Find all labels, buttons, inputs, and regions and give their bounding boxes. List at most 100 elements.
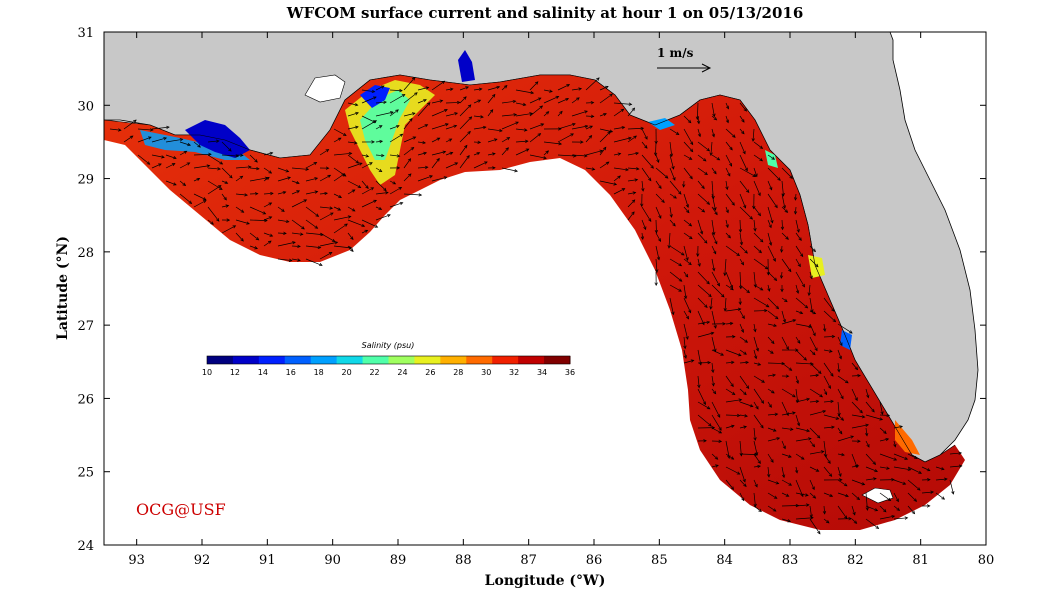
current-arrow: [207, 206, 220, 222]
current-arrow: [473, 152, 481, 156]
current-arrow: [375, 139, 384, 144]
plot-area: [104, 32, 986, 545]
current-arrow: [613, 188, 626, 195]
current-arrow: [585, 77, 600, 91]
current-arrow: [823, 453, 831, 464]
current-arrow: [753, 375, 765, 383]
current-arrow: [417, 140, 426, 145]
current-arrow: [851, 464, 860, 468]
current-arrow: [711, 414, 722, 431]
current-arrow: [165, 154, 177, 160]
current-arrow: [711, 271, 720, 287]
current-arrow: [501, 137, 511, 143]
current-arrow: [851, 439, 861, 443]
current-arrow: [305, 162, 318, 169]
current-arrow: [725, 413, 741, 418]
current-arrow: [725, 141, 733, 151]
current-arrow: [753, 232, 764, 243]
current-arrow: [641, 206, 652, 222]
current-arrow: [711, 219, 716, 236]
current-arrow: [431, 123, 449, 130]
current-arrow: [417, 102, 431, 117]
current-arrow: [291, 219, 305, 230]
current-arrow: [291, 244, 301, 248]
current-arrow: [179, 141, 191, 147]
current-arrow: [767, 466, 771, 478]
current-arrow: [739, 258, 744, 266]
current-arrow: [305, 190, 319, 195]
current-arrow: [767, 206, 774, 224]
current-arrow: [739, 102, 747, 112]
current-arrow: [767, 284, 771, 292]
current-arrow: [837, 362, 841, 373]
current-arrow: [277, 219, 290, 224]
current-arrow: [473, 99, 482, 104]
current-arrow: [487, 93, 496, 104]
current-arrow: [515, 89, 535, 95]
current-arrow: [781, 492, 790, 497]
colorbar-cell: [518, 356, 545, 364]
current-arrow: [669, 154, 675, 170]
current-arrow: [823, 399, 834, 404]
current-arrow: [697, 439, 707, 443]
current-arrow: [781, 466, 786, 479]
current-arrow: [739, 323, 745, 333]
current-arrow: [711, 284, 725, 298]
current-arrow: [431, 157, 440, 169]
current-arrow: [865, 477, 877, 481]
current-arrow: [781, 167, 793, 179]
current-arrow: [893, 479, 907, 485]
current-arrow: [697, 360, 712, 365]
current-arrow: [235, 232, 244, 242]
current-arrow: [249, 206, 267, 215]
current-arrow: [333, 245, 353, 250]
current-arrow: [389, 180, 397, 185]
current-arrow: [767, 505, 777, 512]
current-arrow: [795, 362, 814, 366]
current-arrow: [683, 323, 689, 340]
current-arrow: [655, 258, 659, 273]
current-arrow: [823, 375, 831, 390]
current-arrow: [263, 232, 274, 237]
current-arrow: [557, 97, 570, 104]
current-arrow: [893, 492, 899, 503]
current-arrow: [795, 397, 811, 403]
current-arrow: [837, 435, 855, 442]
y-tick-label: 28: [77, 246, 94, 261]
current-arrow: [697, 271, 710, 285]
current-arrow: [739, 232, 744, 246]
current-arrow: [893, 516, 909, 520]
current-arrow: [403, 158, 412, 169]
current-arrow: [389, 186, 403, 195]
current-arrow: [599, 93, 613, 104]
current-arrow: [459, 104, 472, 117]
current-arrow: [263, 240, 272, 247]
current-arrow: [473, 161, 488, 169]
current-arrow: [319, 166, 330, 170]
current-arrow: [305, 245, 322, 250]
x-tick-label: 92: [194, 553, 211, 568]
current-arrow: [655, 206, 662, 219]
current-arrow: [683, 115, 692, 124]
current-arrow: [696, 245, 700, 257]
current-arrow: [697, 320, 711, 325]
current-arrow: [459, 155, 470, 169]
current-arrow: [235, 175, 244, 182]
current-arrow: [347, 206, 356, 212]
current-arrow: [571, 124, 589, 130]
current-arrow: [753, 323, 757, 333]
colorbar-cell: [258, 356, 286, 364]
scale-vector: 1 m/s: [657, 46, 712, 73]
current-arrow: [711, 388, 717, 395]
current-arrow: [207, 185, 222, 195]
current-arrow: [711, 310, 717, 329]
current-arrow: [767, 427, 777, 432]
current-arrow: [291, 199, 308, 208]
current-arrow: [865, 388, 870, 399]
current-arrow: [585, 114, 595, 118]
current-arrow: [375, 180, 387, 192]
current-arrow: [711, 193, 717, 211]
current-arrow: [445, 124, 458, 130]
current-arrow: [389, 201, 404, 208]
low-salinity-apalachicola: [648, 118, 675, 130]
